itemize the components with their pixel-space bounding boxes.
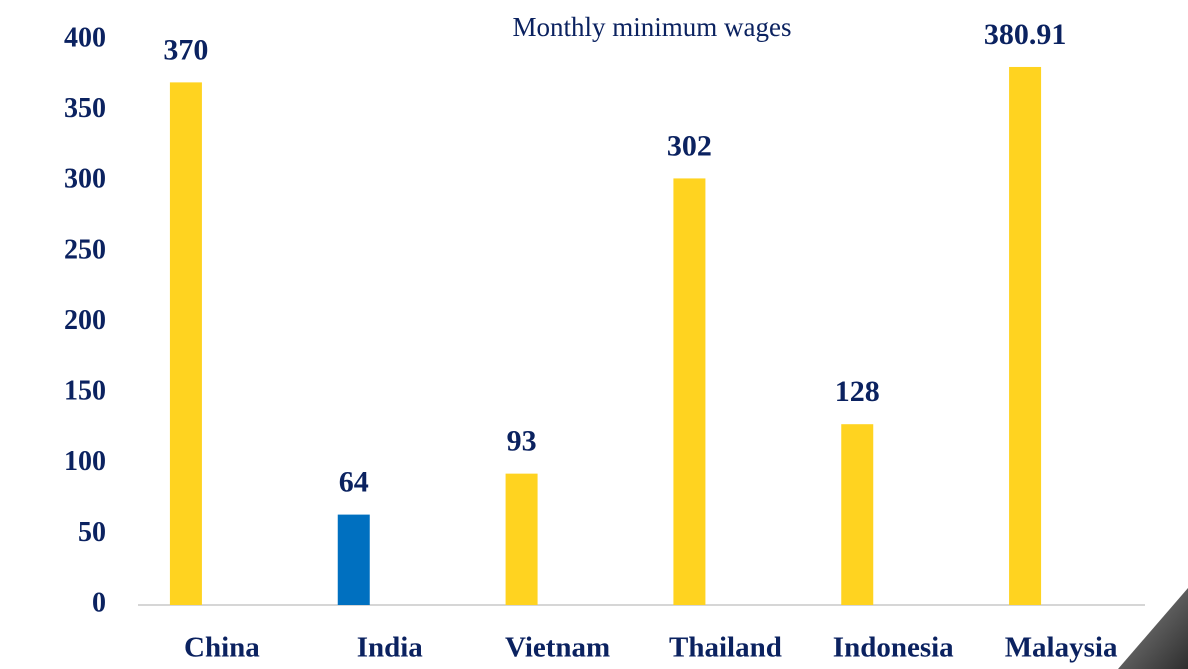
corner-decoration [1118, 588, 1188, 669]
value-label: 380.91 [984, 18, 1067, 51]
value-label: 128 [835, 375, 880, 408]
y-tick-label: 350 [64, 93, 106, 124]
x-tick-label: Vietnam [505, 632, 610, 664]
y-tick-label: 50 [78, 517, 106, 548]
bar [841, 424, 874, 605]
x-tick-label: Malaysia [1005, 632, 1118, 664]
y-tick-label: 250 [64, 234, 106, 265]
x-tick-label: Indonesia [833, 632, 954, 664]
y-tick-label: 0 [92, 587, 106, 618]
x-tick-label: Thailand [669, 632, 782, 664]
value-label: 302 [667, 129, 712, 162]
bar [505, 473, 538, 605]
chart-title: Monthly minimum wages [513, 12, 792, 42]
value-label: 370 [163, 33, 208, 66]
x-tick-label: China [184, 632, 260, 664]
bar [337, 514, 370, 605]
bar [1009, 66, 1042, 606]
y-tick-label: 400 [64, 22, 106, 53]
bar [673, 178, 706, 606]
x-tick-label: India [357, 632, 424, 664]
value-label: 93 [507, 425, 537, 458]
y-tick-label: 200 [64, 305, 106, 336]
y-tick-label: 150 [64, 376, 106, 407]
y-tick-label: 100 [64, 446, 106, 477]
y-tick-label: 300 [64, 164, 106, 195]
value-label: 64 [339, 465, 369, 498]
bar [169, 82, 202, 605]
